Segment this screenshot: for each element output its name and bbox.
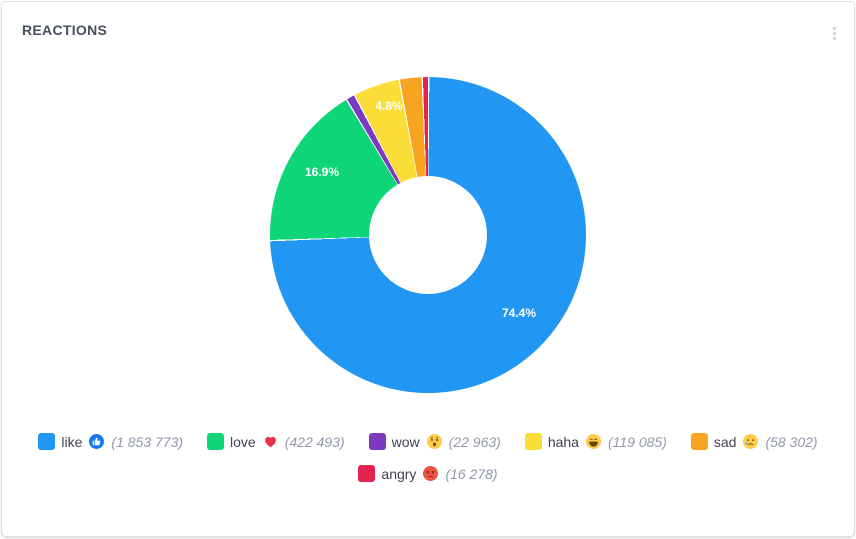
percent-label-haha: 4.8% [375,99,403,113]
legend-item-love[interactable]: love (422 493) [207,433,345,450]
legend-row-2: angry (16 278) [358,465,498,482]
haha-swatch [524,433,542,450]
like-swatch [38,433,56,450]
legend-item-angry[interactable]: angry (16 278) [358,465,498,482]
legend-count: (22 963) [448,433,501,450]
angry-swatch [358,465,376,482]
card-header: REACTIONS [2,2,854,45]
legend-item-sad[interactable]: sad (58 302) [690,433,818,450]
legend: like (1 853 773) love (422 493) [2,433,854,482]
page-title: REACTIONS [22,22,108,38]
legend-count: (119 085) [607,433,667,450]
heart-icon [263,434,278,449]
legend-label: sad [713,433,737,450]
legend-label: wow [391,433,420,450]
donut-chart[interactable]: 74.4% 16.9% 4.8% [270,77,586,393]
sad-face-icon [743,434,759,449]
vertical-ellipsis-icon [833,27,836,40]
legend-count: (58 302) [765,433,818,450]
legend-count: (16 278) [445,465,498,482]
legend-item-like[interactable]: like (1 853 773) [38,433,183,450]
surprised-face-icon [426,434,442,449]
percent-label-love: 16.9% [304,165,340,179]
legend-label: like [61,433,83,450]
legend-row-1: like (1 853 773) love (422 493) [38,433,818,450]
love-swatch [207,433,225,450]
sad-swatch [690,433,708,450]
legend-count: (422 493) [284,433,345,450]
laughing-face-icon [585,434,601,449]
wow-swatch [368,433,386,450]
legend-item-haha[interactable]: haha (119 085) [524,433,667,450]
legend-label: love [230,433,256,450]
legend-item-wow[interactable]: wow (22 963) [368,433,501,450]
thumbs-up-icon [89,434,105,449]
legend-label: angry [381,465,417,482]
legend-count: (1 853 773) [111,433,184,450]
percent-label-like: 74.4% [501,306,537,320]
legend-label: haha [547,433,579,450]
card-menu-button[interactable] [827,22,842,45]
angry-face-icon [423,466,439,481]
